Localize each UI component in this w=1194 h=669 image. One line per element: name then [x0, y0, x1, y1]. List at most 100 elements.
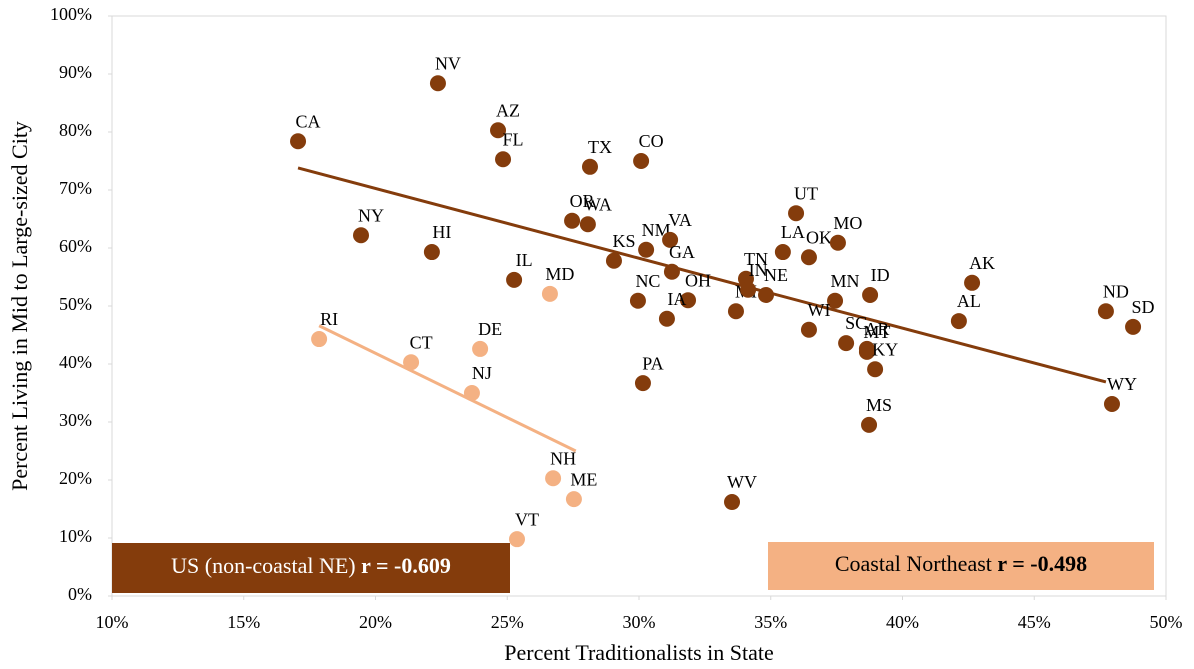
point-label: AR: [864, 319, 889, 339]
point-label: ME: [570, 469, 597, 489]
point-label: MD: [545, 264, 574, 284]
point: [758, 286, 775, 303]
point-label: WV: [727, 472, 757, 492]
y-tick-label: 10%: [59, 526, 92, 546]
point-label: KY: [872, 339, 898, 359]
legend-box: [112, 543, 510, 593]
point-label: CO: [639, 131, 664, 151]
point: [564, 212, 581, 229]
point: [545, 470, 562, 487]
point: [423, 244, 440, 261]
y-tick-label: 30%: [59, 410, 92, 430]
point: [506, 271, 523, 288]
point: [867, 361, 884, 378]
point: [565, 491, 582, 508]
point: [290, 133, 307, 150]
point: [353, 227, 370, 244]
point: [829, 234, 846, 251]
legend-name: Coastal Northeast: [835, 551, 992, 576]
point-label: PA: [642, 353, 663, 373]
point: [403, 354, 420, 371]
point-label: AK: [969, 253, 995, 273]
point: [858, 340, 875, 357]
point: [605, 252, 622, 269]
point-label: ND: [1103, 281, 1129, 301]
point-label: OH: [685, 270, 711, 290]
point-label: AL: [957, 291, 981, 311]
point: [581, 158, 598, 175]
point-label: GA: [669, 242, 695, 262]
point-label: OR: [570, 191, 595, 211]
point-label: IL: [516, 250, 533, 270]
legend-r: r = -0.609: [361, 553, 451, 578]
trend-line: [318, 324, 577, 453]
point: [827, 292, 844, 309]
point: [495, 151, 512, 168]
point: [964, 274, 981, 291]
point: [662, 231, 679, 248]
x-tick-label: 20%: [359, 612, 392, 632]
point-label: MO: [833, 213, 862, 233]
point-label: NY: [358, 205, 384, 225]
x-tick-label: 40%: [886, 612, 919, 632]
point-label: WY: [1107, 374, 1137, 394]
point: [658, 310, 675, 327]
point: [740, 281, 757, 298]
point-label: VT: [515, 509, 539, 529]
point-label: MT: [863, 322, 890, 342]
point-label: MN: [831, 271, 860, 291]
y-tick-label: 80%: [59, 120, 92, 140]
y-tick-label: 100%: [50, 4, 92, 24]
point-label: CA: [296, 111, 321, 131]
x-axis-label: Percent Traditionalists in State: [504, 640, 774, 665]
point: [633, 153, 650, 169]
point-label: UT: [794, 183, 818, 203]
y-tick-label: 20%: [59, 468, 92, 488]
point-label: FL: [503, 129, 524, 149]
point: [774, 244, 791, 261]
x-tick-label: 50%: [1150, 612, 1183, 632]
point: [800, 249, 817, 266]
point: [472, 340, 489, 357]
point: [838, 335, 855, 352]
point-label: IN: [749, 260, 768, 280]
point: [634, 375, 651, 392]
point: [429, 75, 446, 92]
x-tick-label: 30%: [623, 612, 656, 632]
point: [800, 321, 817, 338]
y-tick-label: 0%: [68, 584, 92, 604]
point: [727, 303, 744, 320]
point: [950, 313, 967, 330]
point-label: OK: [806, 227, 832, 247]
point-label: MS: [866, 395, 892, 415]
point: [463, 385, 480, 401]
point: [1097, 303, 1114, 320]
point-label: NM: [642, 220, 671, 240]
y-tick-label: 40%: [59, 352, 92, 372]
point-label: LA: [781, 222, 805, 242]
point: [663, 263, 680, 280]
point: [508, 531, 525, 548]
legend-box: [768, 542, 1154, 590]
legend-name: US (non-coastal NE): [171, 553, 356, 578]
point: [861, 416, 878, 433]
point: [490, 122, 507, 139]
point: [1125, 318, 1142, 335]
point-label: SD: [1132, 297, 1155, 317]
x-tick-label: 15%: [227, 612, 260, 632]
legend-boxes: US (non-coastal NE) r = -0.609 Coastal N…: [112, 542, 1154, 593]
point: [579, 216, 596, 233]
point-label: RI: [320, 309, 338, 329]
point-label: NH: [550, 448, 576, 468]
point-label: NE: [764, 265, 788, 285]
y-tick-label: 70%: [59, 178, 92, 198]
point: [638, 241, 655, 258]
point-label: DE: [478, 319, 502, 339]
point-label: ID: [871, 265, 890, 285]
x-tick-label: 25%: [491, 612, 524, 632]
point: [724, 494, 741, 511]
point-label: NJ: [472, 363, 492, 383]
point: [311, 331, 328, 348]
x-tick-label: 45%: [1018, 612, 1051, 632]
